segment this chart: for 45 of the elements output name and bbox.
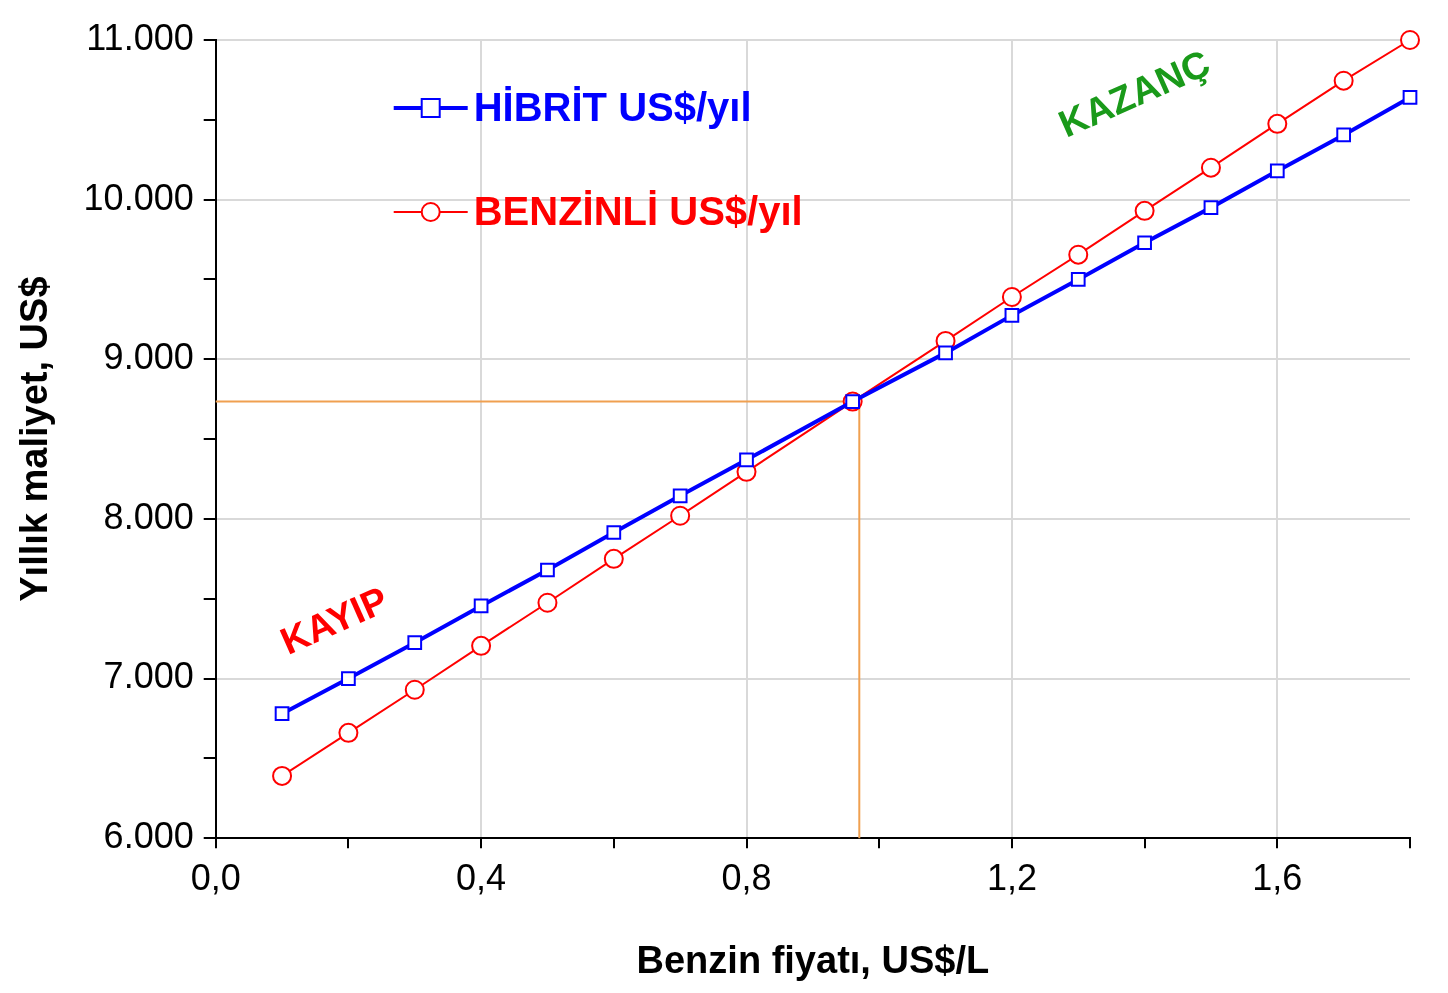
point <box>938 345 953 361</box>
y-tick-label: 8.000 <box>103 495 194 537</box>
point <box>1203 200 1219 215</box>
y-tick-label: 11.000 <box>86 16 194 58</box>
point <box>471 635 492 656</box>
x-tick-label: 0,8 <box>721 856 772 898</box>
x-tick-label: 1,6 <box>1252 856 1303 898</box>
y-axis-title: Yıllık maliyet, US$ <box>13 276 56 602</box>
y-tick-label: 10.000 <box>83 176 194 218</box>
x-tick-label: 0,4 <box>456 856 507 898</box>
point <box>1333 70 1354 91</box>
y-tick-label: 9.000 <box>103 336 194 378</box>
point <box>1200 157 1221 178</box>
point <box>1134 200 1155 221</box>
point <box>1004 308 1020 323</box>
point <box>670 505 691 526</box>
point <box>537 592 558 613</box>
point <box>1001 287 1022 308</box>
point <box>739 452 754 468</box>
legend-label: BENZİNLİ US$/yıl <box>473 189 803 234</box>
point <box>603 548 624 569</box>
point <box>1137 235 1152 251</box>
point <box>672 488 688 504</box>
point <box>606 525 622 540</box>
point <box>1269 163 1285 179</box>
y-tick-label: 6.000 <box>103 815 194 857</box>
point <box>404 679 425 700</box>
point <box>338 722 359 743</box>
point <box>272 765 293 786</box>
x-axis-title: Benzin fiyatı, US$/L <box>636 938 990 981</box>
point <box>1400 30 1420 50</box>
point <box>1402 90 1418 105</box>
legend-label: HİBRİT US$/yıl <box>473 85 752 130</box>
x-tick-label: 1,2 <box>986 856 1037 898</box>
x-tick-label: 0,0 <box>190 856 241 898</box>
point <box>1267 113 1288 134</box>
point <box>473 598 489 614</box>
point <box>1068 244 1089 265</box>
point <box>1070 272 1086 287</box>
point <box>341 671 356 686</box>
point <box>540 562 555 578</box>
point <box>274 706 290 722</box>
point <box>1336 127 1352 143</box>
y-tick-label: 7.000 <box>103 655 194 697</box>
point <box>407 635 423 651</box>
